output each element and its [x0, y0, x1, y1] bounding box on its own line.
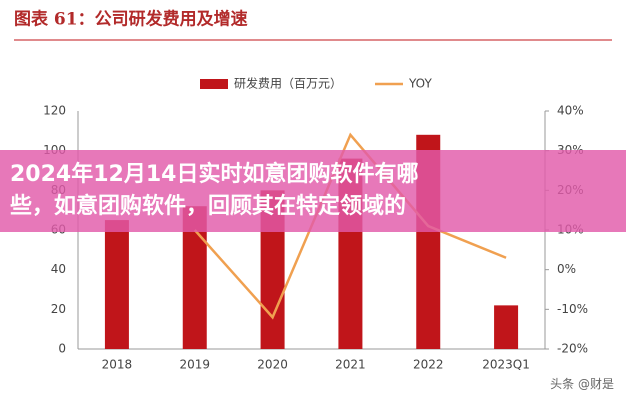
y-tick-label: 40	[51, 262, 66, 276]
y-tick-label: 0	[58, 342, 66, 356]
bar	[494, 305, 519, 349]
legend-label: YOY	[408, 77, 432, 91]
legend-label: 研发费用（百万元）	[234, 76, 342, 91]
x-tick-label: 2022	[413, 358, 444, 372]
bar	[104, 220, 129, 349]
x-tick-label: 2019	[179, 358, 210, 372]
x-tick-label: 2023Q1	[482, 358, 530, 372]
y2-tick-label: 40%	[557, 104, 584, 118]
x-tick-label: 2018	[102, 358, 133, 372]
y-tick-label: 20	[51, 302, 66, 316]
yoy-line	[193, 132, 507, 320]
watermark: 头条 @财是	[550, 377, 614, 391]
chart-title: 图表 61：公司研发费用及增速	[14, 9, 248, 30]
y2-tick-label: -20%	[557, 342, 588, 356]
banner-line: 些，如意团购软件，回顾其在特定领域的	[10, 194, 407, 219]
legend-swatch	[200, 79, 228, 89]
banner: 2024年12月14日实时如意团购软件有哪 些，如意团购软件，回顾其在特定领域的	[0, 150, 626, 232]
x-tick-label: 2020	[257, 358, 288, 372]
y-tick-label: 120	[43, 104, 66, 118]
x-tick-label: 2021	[335, 358, 366, 372]
y2-tick-label: 0%	[557, 262, 576, 276]
banner-line: 2024年12月14日实时如意团购软件有哪	[10, 162, 419, 187]
y2-tick-label: -10%	[557, 302, 588, 316]
